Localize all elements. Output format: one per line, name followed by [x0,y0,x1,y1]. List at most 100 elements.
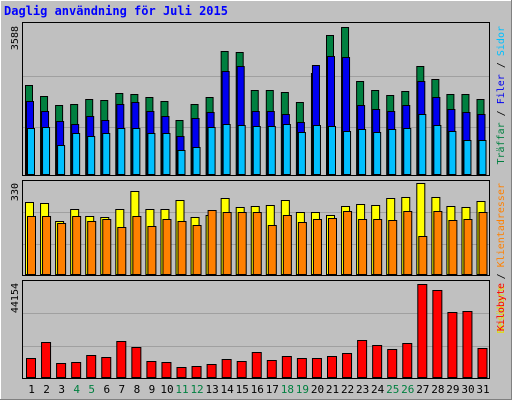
bar-klientadresser [87,221,97,275]
x-tick-label: 18 [281,383,294,396]
x-tick-label: 20 [311,383,324,396]
bar-klientadresser [388,220,398,275]
bar-klientadresser [463,219,473,275]
bar-kilobyte [311,358,322,378]
bar-klientadresser [478,212,488,275]
bar-kilobyte [176,367,187,378]
bar-sidor [177,150,186,175]
x-tick-label: 12 [190,383,203,396]
bar-kilobyte [71,362,82,378]
bar-klientadresser [27,216,36,275]
bar-sidor [343,131,352,175]
bar-kilobyte [101,357,112,378]
bar-sidor [448,131,457,175]
ylabel-part: Träffar [496,122,507,164]
bar-kilobyte [251,352,262,378]
bar-klientadresser [312,219,322,275]
x-tick-label: 16 [251,383,264,396]
x-tick-label: 31 [476,383,489,396]
x-tick-label: 10 [160,383,173,396]
bar-sidor [117,128,126,175]
bar-kilobyte [432,290,443,378]
bar-klientadresser [282,215,292,275]
bar-sidor [207,127,216,175]
bar-kilobyte [86,355,97,378]
x-tick-label: 7 [119,383,126,396]
x-tick-label: 25 [386,383,399,396]
ylabel-bottom: Kilobyte [496,283,507,331]
bar-sidor [358,129,367,175]
bar-sidor [403,128,412,175]
x-tick-label: 21 [326,383,339,396]
ylabel-part: Filer [496,74,507,104]
bar-kilobyte [477,348,488,378]
x-tick-label: 15 [236,383,249,396]
bar-kilobyte [417,284,428,378]
bar-klientadresser [418,236,428,275]
bar-kilobyte [26,358,36,378]
bar-sidor [87,136,96,175]
x-tick-label: 26 [401,383,414,396]
x-tick-label: 19 [296,383,309,396]
x-tick-label: 5 [88,383,95,396]
bar-sidor [282,124,291,175]
ylabel-part: / [496,56,507,74]
x-tick-label: 9 [149,383,156,396]
bar-sidor [147,133,156,175]
x-tick-label: 13 [206,383,219,396]
bar-sidor [252,126,261,175]
ytick-top: 3588 [10,26,21,50]
bar-kilobyte [447,312,458,378]
bar-klientadresser [162,219,172,275]
bar-sidor [222,124,231,175]
bar-kilobyte [56,363,67,378]
bar-sidor [463,140,472,175]
bar-kilobyte [206,364,217,378]
bar-klientadresser [102,219,112,275]
bar-kilobyte [402,343,413,378]
ylabel-part: Besökare [496,285,507,333]
bar-klientadresser [358,219,368,275]
panel-middle: 330 Besökare / Klientadresser [10,180,507,334]
ylabel-part: Kilobyte [496,283,507,331]
bar-kilobyte [146,361,157,378]
bar-kilobyte [221,359,232,378]
bar-sidor [373,132,382,175]
x-tick-label: 4 [73,383,80,396]
bar-sidor [192,147,201,175]
bar-sidor [433,125,442,175]
chart-title: Daglig användning för Juli 2015 [4,4,228,18]
bar-kilobyte [342,353,353,378]
bar-kilobyte [266,360,277,378]
bar-kilobyte [41,342,52,378]
x-tick-label: 17 [266,383,279,396]
panel-bottom: 44154 Kilobyte [10,280,507,379]
ylabel-part: / [496,267,507,285]
bar-klientadresser [192,225,202,275]
bar-klientadresser [448,220,458,275]
bar-sidor [478,140,487,175]
bar-sidor [132,128,141,175]
x-tick-label: 24 [371,383,385,396]
bar-sidor [72,133,81,175]
x-tick-label: 3 [58,383,65,396]
ylabel-top: Träffar / Filer / Sidor [496,26,507,165]
bar-klientadresser [373,219,383,275]
bar-klientadresser [328,218,337,275]
bar-klientadresser [267,225,277,275]
bar-sidor [312,125,321,175]
bar-klientadresser [177,221,187,275]
bar-sidor [42,127,51,175]
x-tick-label: 6 [103,383,110,396]
bar-klientadresser [42,216,52,275]
bar-sidor [162,133,171,175]
x-axis-labels: 1 2 3 4 5 6 7 8 9 10 11 12 13 14 15 16 17 18 19 20 21 22 23 24 2… [28,383,489,396]
x-tick-label: 28 [431,383,444,396]
ylabel-part: / [496,104,507,122]
bar-klientadresser [252,212,262,275]
x-tick-label: 27 [416,383,429,396]
x-tick-label: 1 [28,383,35,396]
bar-kilobyte [387,349,398,378]
bar-klientadresser [207,210,217,275]
